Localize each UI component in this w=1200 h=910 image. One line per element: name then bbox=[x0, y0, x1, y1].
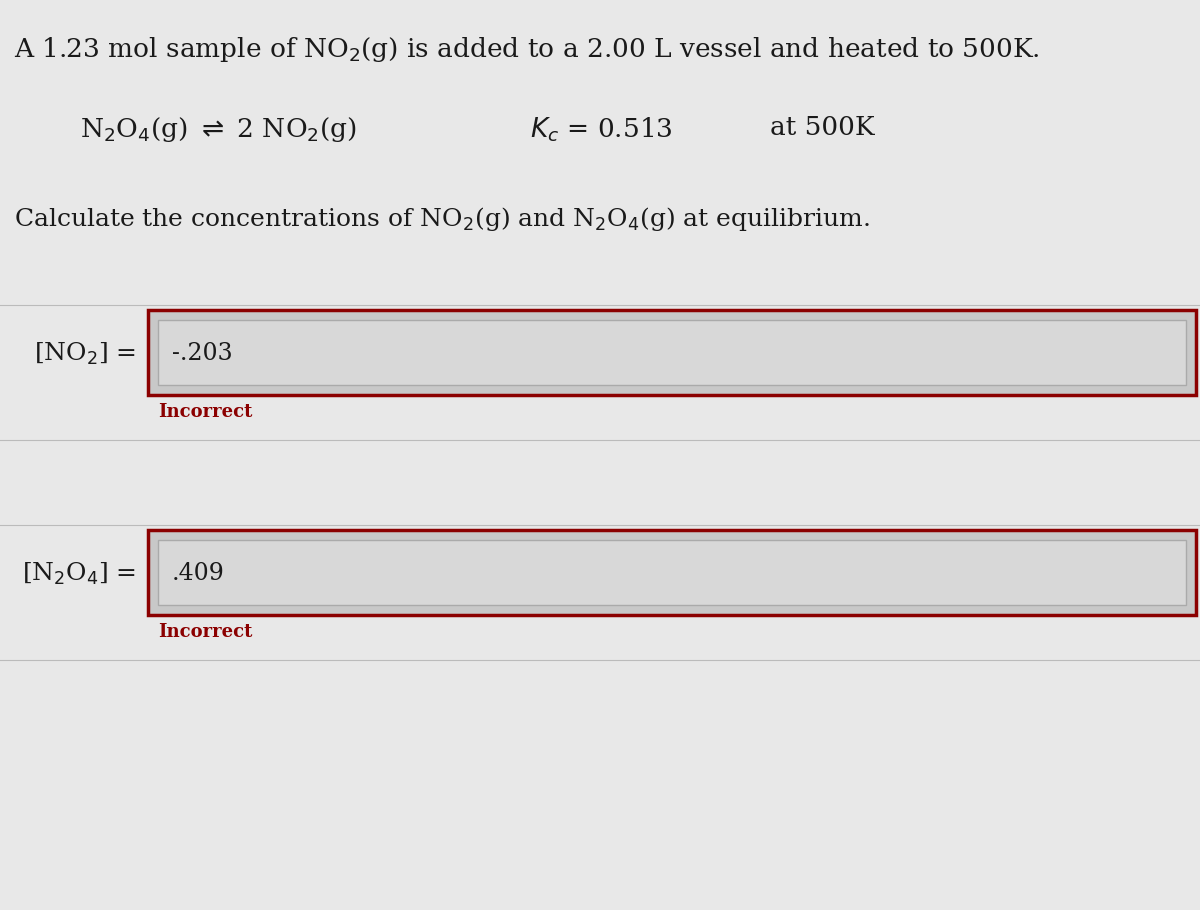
Text: .409: .409 bbox=[172, 562, 224, 585]
Text: A 1.23 mol sample of NO$_2$(g) is added to a 2.00 L vessel and heated to 500K.: A 1.23 mol sample of NO$_2$(g) is added … bbox=[14, 35, 1040, 64]
Text: Calculate the concentrations of NO$_2$(g) and N$_2$O$_4$(g) at equilibrium.: Calculate the concentrations of NO$_2$(g… bbox=[14, 205, 870, 233]
Text: N$_2$O$_4$(g) $\rightleftharpoons$ 2 NO$_2$(g): N$_2$O$_4$(g) $\rightleftharpoons$ 2 NO$… bbox=[80, 115, 356, 144]
Text: $K_c$ = 0.513: $K_c$ = 0.513 bbox=[530, 115, 673, 144]
Text: -.203: -.203 bbox=[172, 342, 233, 365]
Text: [NO$_2$] =: [NO$_2$] = bbox=[34, 340, 136, 367]
Text: Incorrect: Incorrect bbox=[158, 403, 252, 421]
Text: [N$_2$O$_4$] =: [N$_2$O$_4$] = bbox=[22, 561, 136, 587]
FancyBboxPatch shape bbox=[148, 530, 1196, 615]
FancyBboxPatch shape bbox=[158, 540, 1186, 605]
Text: at 500K: at 500K bbox=[770, 115, 875, 140]
FancyBboxPatch shape bbox=[148, 310, 1196, 395]
Text: Incorrect: Incorrect bbox=[158, 623, 252, 641]
FancyBboxPatch shape bbox=[158, 320, 1186, 385]
